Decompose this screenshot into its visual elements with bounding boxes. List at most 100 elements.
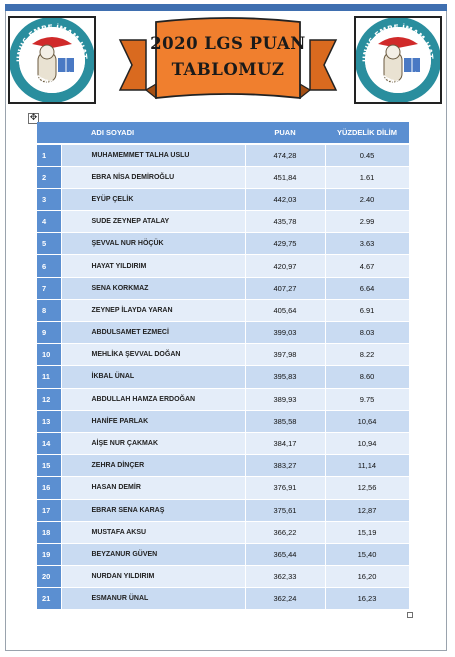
student-score: 399,03	[245, 321, 326, 345]
table-row: 1 MUHAMEMMET TALHA USLU 474,28 0.45	[37, 144, 410, 167]
table-row: 10 MEHLİKA ŞEVVAL DOĞAN 397,98 8.22	[37, 343, 410, 367]
student-score: 405,64	[245, 299, 326, 323]
header-score: PUAN	[245, 122, 325, 145]
school-logo-right: YUNUS EMRE İMAM HATİP ORTAOKULU	[354, 16, 442, 104]
student-percentile: 2.99	[325, 210, 410, 234]
page-top-strip	[5, 4, 447, 11]
move-cross-icon[interactable]: ✥	[28, 113, 39, 124]
student-name: HASAN DEMİR	[61, 476, 246, 500]
student-name: ABDULLAH HAMZA ERDOĞAN	[61, 388, 246, 411]
student-percentile: 16,20	[325, 565, 410, 589]
row-number: 7	[37, 277, 62, 300]
school-emblem-icon: YUNUS EMRE İMAM HATİP ORTAOKULU	[356, 18, 440, 102]
student-percentile: 15,40	[325, 543, 410, 567]
table-row: 15 ZEHRA DİNÇER 383,27 11,14	[37, 454, 410, 478]
student-score: 397,98	[245, 343, 326, 367]
student-percentile: 6.64	[325, 277, 410, 300]
row-number: 3	[37, 188, 62, 212]
row-number: 5	[37, 232, 62, 256]
row-number: 10	[37, 343, 62, 367]
student-name: EBRA NİSA DEMİROĞLU	[61, 166, 246, 189]
student-name: SENA KORKMAZ	[61, 277, 246, 300]
student-score: 384,17	[245, 432, 326, 456]
school-logo-left: YUNUS EMRE İMAM HATİP ORTAOKULU	[8, 16, 96, 104]
student-name: HANİFE PARLAK	[61, 410, 246, 433]
row-number: 12	[37, 388, 62, 411]
student-score: 375,61	[245, 499, 326, 522]
table-row: 5 ŞEVVAL NUR HÖÇÜK 429,75 3.63	[37, 232, 410, 256]
table-row: 21 ESMANUR ÜNAL 362,24 16,23	[37, 587, 410, 611]
header-number	[37, 122, 61, 145]
student-score: 429,75	[245, 232, 326, 256]
student-score: 362,33	[245, 565, 326, 589]
table-row: 20 NURDAN YILDIRIM 362,33 16,20	[37, 565, 410, 589]
student-name: MUSTAFA AKSU	[61, 521, 246, 544]
student-name: ESMANUR ÜNAL	[61, 587, 246, 611]
student-percentile: 12,87	[325, 499, 410, 522]
student-percentile: 11,14	[325, 454, 410, 478]
student-percentile: 0.45	[325, 144, 410, 167]
student-name: BEYZANUR GÜVEN	[61, 543, 246, 567]
table-row: 9 ABDULSAMET EZMECİ 399,03 8.03	[37, 321, 410, 345]
table-row: 19 BEYZANUR GÜVEN 365,44 15,40	[37, 543, 410, 567]
row-number: 20	[37, 565, 62, 589]
table-row: 6 HAYAT YILDIRIM 420,97 4.67	[37, 254, 410, 278]
student-name: MUHAMEMMET TALHA USLU	[61, 144, 246, 167]
student-percentile: 16,23	[325, 587, 410, 611]
table-row: 8 ZEYNEP İLAYDA YARAN 405,64 6.91	[37, 299, 410, 323]
table-body: 1 MUHAMEMMET TALHA USLU 474,28 0.45 2 EBRA Nİ…	[37, 144, 410, 611]
student-name: NURDAN YILDIRIM	[61, 565, 246, 589]
student-score: 435,78	[245, 210, 326, 234]
student-score: 365,44	[245, 543, 326, 567]
student-name: SUDE ZEYNEP ATALAY	[61, 210, 246, 234]
student-score: 366,22	[245, 521, 326, 544]
student-score: 376,91	[245, 476, 326, 500]
table-row: 2 EBRA NİSA DEMİROĞLU 451,84 1.61	[37, 166, 410, 189]
student-score: 383,27	[245, 454, 326, 478]
student-name: EBRAR SENA KARAŞ	[61, 499, 246, 522]
student-name: HAYAT YILDIRIM	[61, 254, 246, 278]
header-percentile: YÜZDELİK DİLİM	[325, 122, 409, 145]
row-number: 13	[37, 410, 62, 433]
student-name: ŞEVVAL NUR HÖÇÜK	[61, 232, 246, 256]
ribbon-scroll-icon	[118, 17, 338, 100]
student-name: AİŞE NUR ÇAKMAK	[61, 432, 246, 456]
student-score: 362,24	[245, 587, 326, 611]
row-number: 16	[37, 476, 62, 500]
row-number: 11	[37, 365, 62, 389]
student-percentile: 3.63	[325, 232, 410, 256]
student-score: 389,93	[245, 388, 326, 411]
student-name: İKBAL ÜNAL	[61, 365, 246, 389]
lgs-results-table: ADI SOYADI PUAN YÜZDELİK DİLİM 1 MUHAMEMM…	[37, 122, 410, 611]
student-percentile: 8.60	[325, 365, 410, 389]
student-name: ABDULSAMET EZMECİ	[61, 321, 246, 345]
student-score: 474,28	[245, 144, 326, 167]
student-name: MEHLİKA ŞEVVAL DOĞAN	[61, 343, 246, 367]
student-score: 442,03	[245, 188, 326, 212]
table-row: 12 ABDULLAH HAMZA ERDOĞAN 389,93 9.75	[37, 388, 410, 411]
resize-square-icon[interactable]	[407, 612, 413, 618]
table-row: 17 EBRAR SENA KARAŞ 375,61 12,87	[37, 499, 410, 522]
table-row: 16 HASAN DEMİR 376,91 12,56	[37, 476, 410, 500]
row-number: 15	[37, 454, 62, 478]
table-row: 3 EYÜP ÇELİK 442,03 2.40	[37, 188, 410, 212]
title-banner: 2020 LGS PUAN TABLOMUZ	[112, 12, 344, 104]
row-number: 4	[37, 210, 62, 234]
row-number: 9	[37, 321, 62, 345]
student-score: 385,58	[245, 410, 326, 433]
student-percentile: 15,19	[325, 521, 410, 544]
student-score: 451,84	[245, 166, 326, 189]
student-name: ZEHRA DİNÇER	[61, 454, 246, 478]
student-percentile: 1.61	[325, 166, 410, 189]
student-percentile: 10,94	[325, 432, 410, 456]
row-number: 2	[37, 166, 62, 189]
student-percentile: 12,56	[325, 476, 410, 500]
table-row: 13 HANİFE PARLAK 385,58 10,64	[37, 410, 410, 433]
school-emblem-icon: YUNUS EMRE İMAM HATİP ORTAOKULU	[10, 18, 94, 102]
row-number: 18	[37, 521, 62, 544]
row-number: 19	[37, 543, 62, 567]
student-percentile: 10,64	[325, 410, 410, 433]
student-score: 407,27	[245, 277, 326, 300]
student-percentile: 2.40	[325, 188, 410, 212]
row-number: 8	[37, 299, 62, 323]
